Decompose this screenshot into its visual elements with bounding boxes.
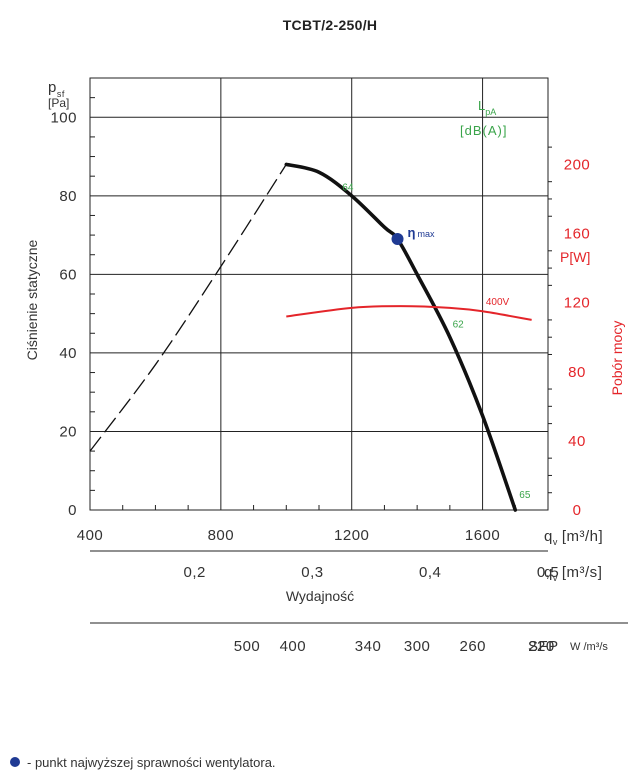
lpa-legend-unit: [dB(A)] (460, 123, 507, 138)
sfp-axis-unit: W /m³/s (570, 641, 608, 653)
sfp-tick-label: 300 (404, 638, 431, 655)
sfp-tick-label: 220 (528, 638, 555, 655)
x-tick-label: 1200 (334, 527, 369, 544)
eta-max-label: η max (408, 225, 435, 240)
sfp-tick-label: 500 (234, 638, 261, 655)
sfp-tick-label: 340 (355, 638, 382, 655)
lpa-point-labels: 64 62 65 (342, 182, 531, 501)
pressure-curve (284, 162, 518, 512)
y-right-tick-label: 160 (564, 226, 591, 243)
x-secondary-tick-label: 0,3 (301, 564, 323, 581)
x-tick-label: 400 (77, 527, 104, 544)
x-secondary-tick-label: 0,5 (537, 564, 559, 581)
x-axis-unit-m3h: qv [m³/h] (544, 528, 603, 547)
y-right-tick-label: 40 (568, 433, 586, 450)
lpa-point-label: 65 (519, 490, 531, 501)
y-tick-label: 80 (59, 188, 77, 205)
y-right-tick-label: 0 (573, 502, 582, 519)
y-right-tick-label: 120 (564, 295, 591, 312)
y-right-axis-caption: Pobór mocy (609, 321, 625, 396)
x-secondary-tick-label: 0,4 (419, 564, 441, 581)
x-tick-label: 1600 (465, 527, 500, 544)
y-tick-labels: 0 20 40 60 80 100 (50, 109, 77, 519)
y-axis-unit: [Pa] (48, 96, 69, 110)
power-curve-label: 400V (486, 297, 510, 308)
grid-lines (90, 78, 548, 510)
lpa-point-label: 64 (342, 182, 354, 193)
lpa-legend-symbol: LpA (478, 98, 496, 117)
y-axis-caption: Ciśnienie statyczne (24, 239, 40, 360)
y-tick-label: 100 (50, 109, 77, 126)
y-tick-label: 40 (59, 345, 77, 362)
y-right-tick-label: 80 (568, 364, 586, 381)
lpa-point-label: 62 (453, 319, 465, 330)
sfp-tick-label: 260 (459, 638, 486, 655)
x-tick-label: 800 (208, 527, 235, 544)
y-tick-label: 20 (59, 423, 77, 440)
y-tick-label: 60 (59, 266, 77, 283)
sfp-tick-labels: 500 400 340 300 260 220 (234, 638, 555, 655)
x-secondary-tick-label: 0,2 (184, 564, 206, 581)
y-right-tick-label: 200 (564, 156, 591, 173)
power-curve-400v (286, 305, 532, 321)
x-axis-unit-m3s: qv [m³/s] (544, 564, 602, 583)
x-secondary-tick-labels: 0,2 0,3 0,4 0,5 (184, 564, 559, 581)
eta-max-point (391, 233, 404, 246)
sfp-tick-label: 400 (280, 638, 307, 655)
y-tick-label: 0 (68, 502, 77, 519)
pressure-curve-extrapolated (89, 164, 287, 452)
footnote-text: - punkt najwyższej sprawności wentylator… (27, 755, 276, 770)
y-right-tick-labels: 0 40 80 120 160 200 (564, 156, 591, 519)
footnote-marker (10, 757, 20, 767)
sfp-axis-label: SFP (528, 638, 559, 655)
y-right-axis-symbol: P[W] (560, 249, 590, 265)
x-tick-labels: 400 800 1200 1600 (77, 527, 500, 544)
x-axis-caption: Wydajność (286, 588, 354, 604)
plot-frame (89, 77, 549, 511)
minor-ticks (90, 97, 552, 510)
y-axis-symbol: psf (48, 79, 65, 99)
chart-title: TCBT/2-250/H (283, 17, 378, 33)
